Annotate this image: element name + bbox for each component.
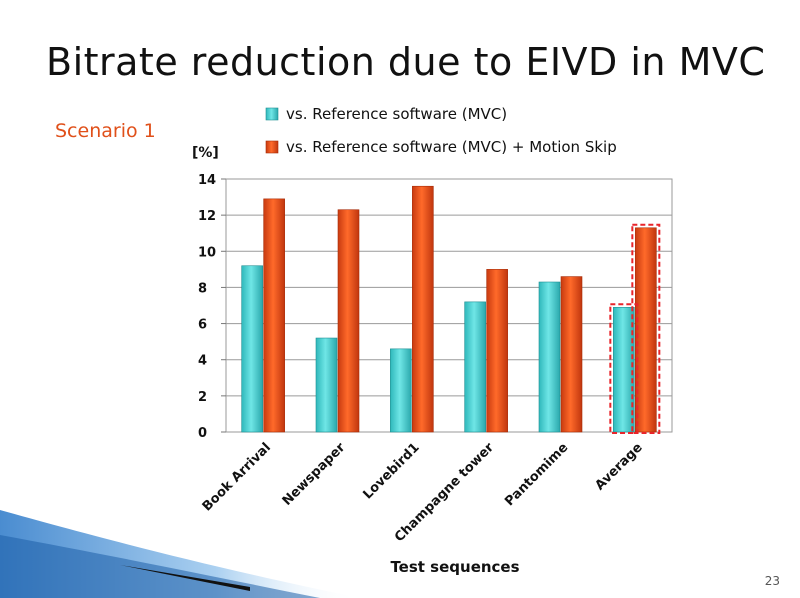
decorative-swoosh — [0, 510, 360, 598]
legend-swatch — [265, 107, 279, 121]
legend-label: vs. Reference software (MVC) — [286, 105, 507, 123]
highlight-box — [609, 303, 639, 434]
x-tick-label: Lovebird1 — [360, 440, 422, 502]
y-tick-label: 4 — [198, 354, 207, 369]
bar-reference — [613, 307, 635, 433]
bar-reference — [241, 265, 263, 433]
bar-reference — [315, 337, 338, 433]
bar-motion-skip — [635, 227, 657, 433]
y-axis-label: [%] — [192, 145, 219, 161]
y-tick-label: 0 — [198, 426, 207, 441]
bar-reference — [390, 348, 412, 433]
y-tick-label: 10 — [198, 245, 216, 260]
bar-motion-skip — [412, 185, 434, 433]
slide-title: Bitrate reduction due to EIVD in MVC — [46, 40, 766, 84]
slide-number: 23 — [764, 574, 780, 588]
y-tick-label: 6 — [198, 318, 207, 333]
scenario-label: Scenario 1 — [55, 120, 156, 142]
bar-reference — [464, 301, 486, 433]
y-tick-label: 14 — [198, 173, 216, 188]
legend-label: vs. Reference software (MVC) + Motion Sk… — [286, 138, 617, 156]
plot-frame — [225, 178, 673, 433]
bar-motion-skip — [337, 209, 360, 433]
y-tick-label: 8 — [198, 281, 207, 296]
y-tick-label: 12 — [198, 209, 216, 224]
bar-motion-skip — [560, 276, 583, 433]
x-tick-label: Pantomime — [502, 440, 571, 509]
x-axis-label: Test sequences — [390, 558, 519, 576]
y-tick-label: 2 — [198, 390, 207, 405]
legend-swatch — [265, 140, 279, 154]
bar-motion-skip — [263, 198, 285, 433]
bar-motion-skip — [486, 269, 508, 433]
bar-reference — [538, 281, 561, 433]
x-tick-label: Average — [592, 440, 645, 493]
highlight-box — [631, 223, 661, 434]
